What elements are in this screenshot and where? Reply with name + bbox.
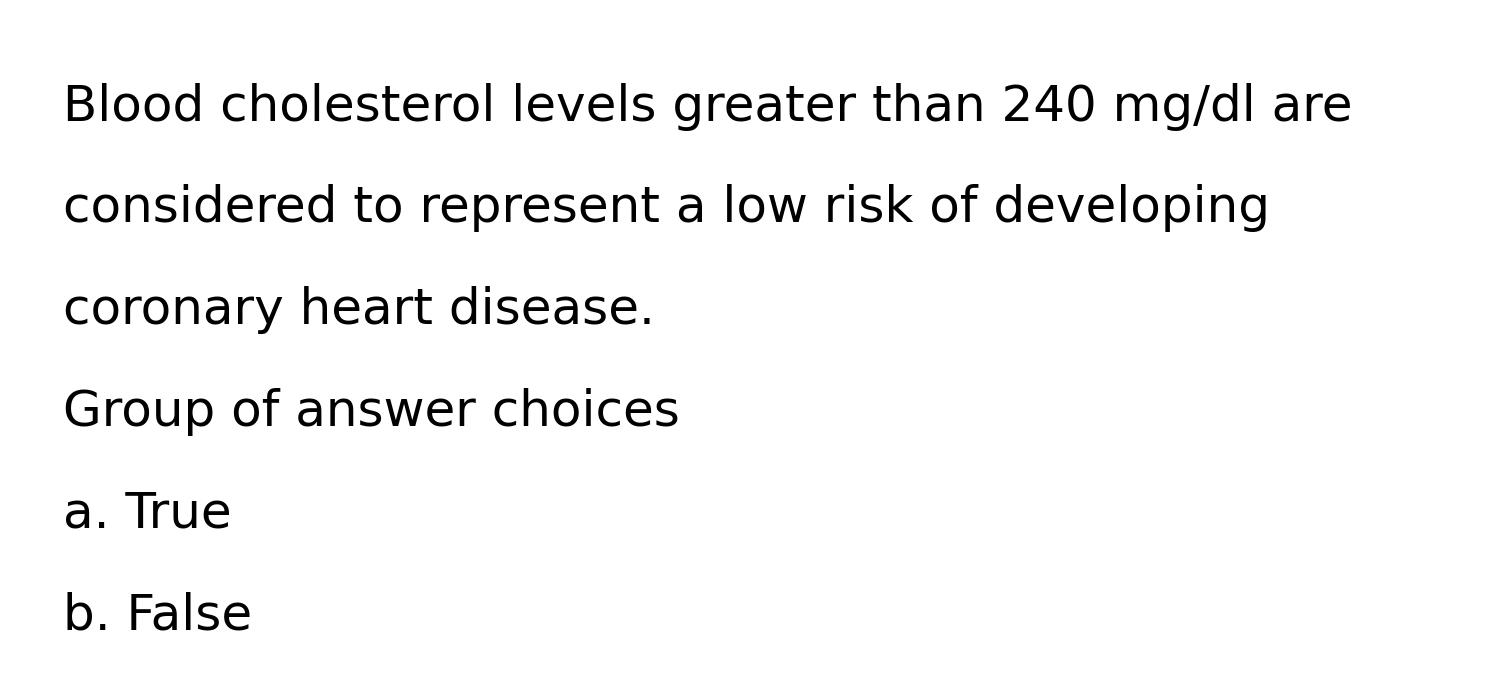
Text: b. False: b. False [63,592,252,640]
Text: Group of answer choices: Group of answer choices [63,388,680,436]
Text: coronary heart disease.: coronary heart disease. [63,286,656,334]
Text: considered to represent a low risk of developing: considered to represent a low risk of de… [63,184,1270,233]
Text: a. True: a. True [63,490,231,538]
Text: Blood cholesterol levels greater than 240 mg/dl are: Blood cholesterol levels greater than 24… [63,83,1353,131]
